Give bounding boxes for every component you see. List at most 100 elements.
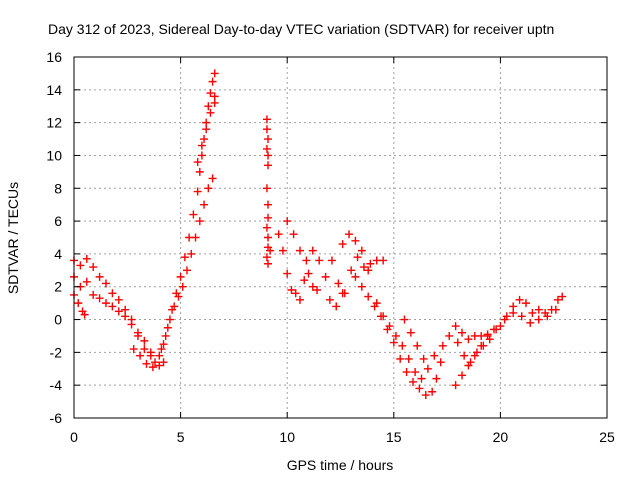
data-point	[419, 354, 428, 363]
data-point	[140, 345, 149, 354]
data-point	[428, 387, 437, 396]
data-point	[206, 108, 215, 117]
data-point	[114, 295, 123, 304]
data-point	[347, 266, 356, 275]
data-point	[366, 259, 375, 268]
data-point	[308, 282, 317, 291]
data-point	[351, 272, 360, 281]
y-tick-label: 12	[46, 115, 62, 131]
data-point	[163, 323, 172, 332]
data-point	[300, 276, 309, 285]
data-point	[470, 351, 479, 360]
data-point	[74, 299, 83, 308]
y-tick-label: 16	[46, 49, 62, 65]
data-point	[413, 341, 422, 350]
series-group	[351, 272, 447, 400]
plot-frame	[73, 56, 608, 419]
data-point	[182, 266, 191, 275]
data-point	[338, 289, 347, 298]
data-point	[417, 374, 426, 383]
data-point	[262, 223, 271, 232]
data-point	[262, 125, 271, 134]
data-point	[521, 299, 530, 308]
data-point	[389, 338, 398, 347]
y-tick-label: 10	[46, 147, 62, 163]
data-point	[445, 331, 454, 340]
data-point	[108, 302, 117, 311]
x-tick-label: 15	[386, 429, 402, 445]
data-point	[121, 312, 130, 321]
data-point	[400, 315, 409, 324]
data-point	[453, 338, 462, 347]
y-tick-label: 2	[54, 279, 62, 295]
data-point	[543, 312, 552, 321]
data-point	[264, 259, 273, 268]
data-point	[206, 89, 215, 98]
y-tick-label: 8	[54, 180, 62, 196]
data-point	[406, 328, 415, 337]
data-point	[464, 361, 473, 370]
data-point	[146, 351, 155, 360]
data-point	[321, 272, 330, 281]
y-tick-label: -6	[50, 410, 63, 426]
y-tick-labels: -6 -4 -2 0 2 4 6 8 10 12 14 16	[46, 49, 62, 426]
data-point	[127, 320, 136, 329]
data-point	[180, 253, 189, 262]
data-point	[170, 302, 179, 311]
data-point	[210, 69, 219, 78]
data-point	[291, 289, 300, 298]
data-point	[129, 345, 138, 354]
data-point	[353, 253, 362, 262]
data-point	[396, 354, 405, 363]
data-point	[379, 256, 388, 265]
data-point	[283, 217, 292, 226]
data-point	[332, 302, 341, 311]
data-point	[195, 217, 204, 226]
y-tick-label: -2	[50, 344, 63, 360]
data-point	[161, 331, 170, 340]
data-point	[464, 335, 473, 344]
data-point	[82, 277, 91, 286]
data-point	[262, 115, 271, 124]
data-point	[415, 384, 424, 393]
data-point	[438, 341, 447, 350]
data-points	[70, 69, 567, 400]
data-point	[193, 158, 202, 167]
data-point	[178, 282, 187, 291]
data-point	[204, 184, 213, 193]
data-point	[295, 295, 304, 304]
data-point	[278, 246, 287, 255]
x-tick-labels: 0 5 10 15 20 25	[70, 429, 615, 445]
data-point	[496, 322, 505, 331]
y-tick-label: -4	[50, 377, 63, 393]
data-point	[264, 151, 273, 160]
data-point	[82, 254, 91, 263]
data-point	[157, 345, 166, 354]
y-tick-label: 4	[54, 246, 62, 262]
data-point	[364, 266, 373, 275]
x-axis-title: GPS time / hours	[287, 457, 394, 473]
series-group	[70, 254, 168, 372]
chart-title: Day 312 of 2023, Sidereal Day-to-day VTE…	[48, 21, 554, 37]
data-point	[558, 292, 567, 301]
data-point	[202, 125, 211, 134]
data-point	[95, 272, 104, 281]
data-point	[101, 279, 110, 288]
data-point	[421, 391, 430, 400]
data-point	[379, 312, 388, 321]
y-tick-label: 14	[46, 82, 62, 98]
data-point	[338, 240, 347, 249]
data-point	[289, 230, 298, 239]
x-tick-label: 20	[493, 429, 509, 445]
data-point	[385, 322, 394, 331]
data-point	[187, 249, 196, 258]
data-point	[359, 263, 368, 272]
data-point	[451, 322, 460, 331]
data-point	[357, 246, 366, 255]
data-point	[197, 141, 206, 150]
data-point	[274, 230, 283, 239]
data-point	[200, 135, 209, 144]
data-point	[313, 286, 322, 295]
data-point	[334, 279, 343, 288]
